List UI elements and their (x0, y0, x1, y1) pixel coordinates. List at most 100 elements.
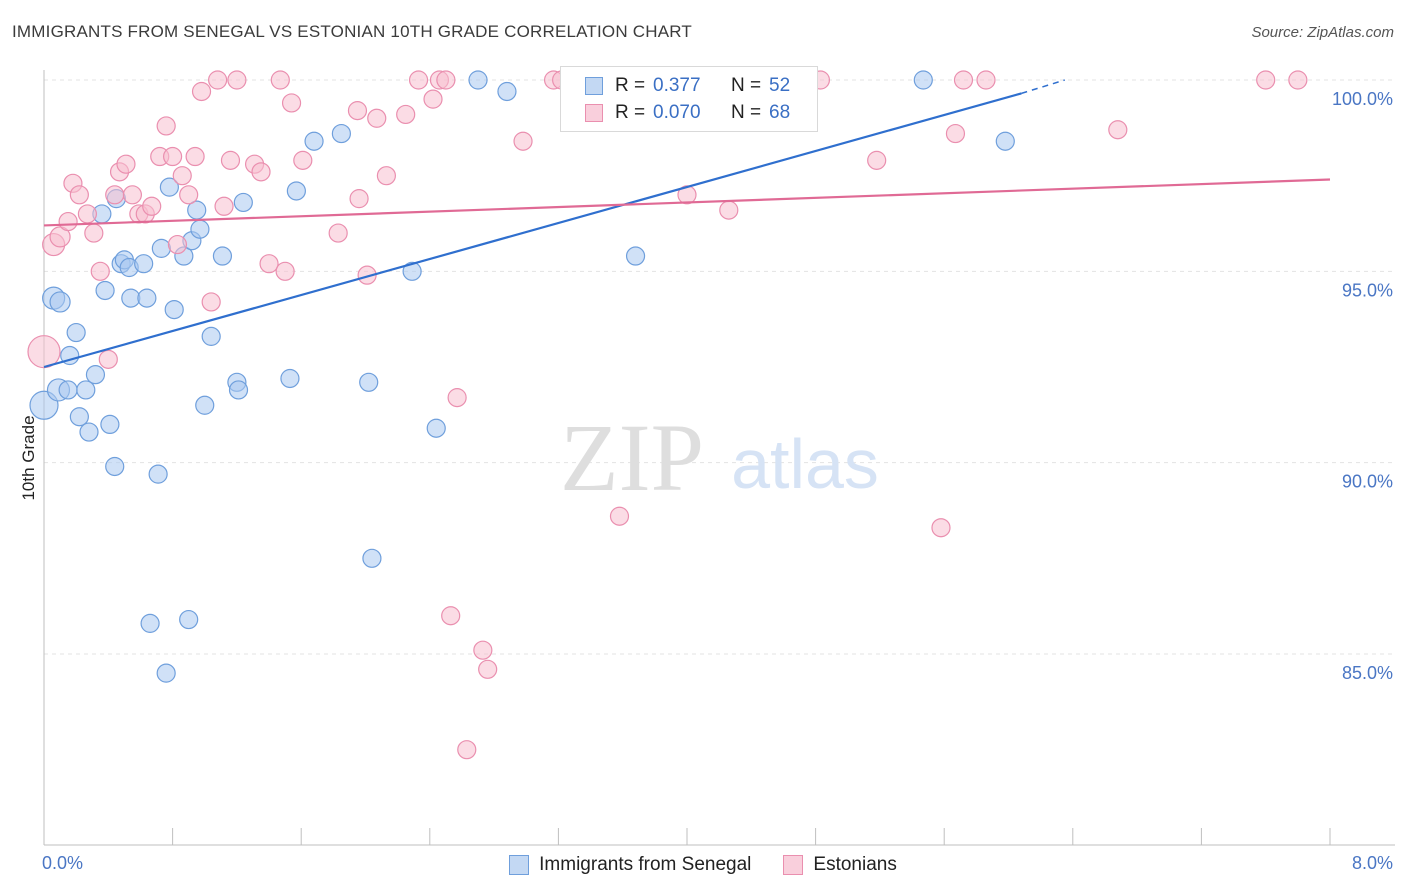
point-estonians (376, 166, 396, 186)
trend-estonians (43, 178, 1331, 227)
point-senegal (140, 613, 160, 633)
y-tick-label: 85.0% (1342, 663, 1393, 683)
point-estonians (347, 101, 368, 121)
point-estonians (214, 196, 234, 216)
point-senegal (66, 322, 86, 343)
point-estonians (441, 606, 461, 626)
point-senegal (179, 609, 199, 630)
point-senegal (426, 418, 446, 438)
point-senegal (95, 280, 115, 301)
y-tick-label: 95.0% (1342, 280, 1393, 300)
point-estonians (208, 70, 228, 90)
legend-n-label: N = (731, 102, 762, 123)
y-tick-label: 100.0% (1332, 89, 1393, 109)
point-estonians (281, 93, 302, 113)
point-senegal (233, 192, 253, 213)
point-estonians (1288, 70, 1308, 90)
point-estonians (172, 166, 192, 186)
series-legend: Immigrants from Senegal Estonians (0, 852, 1406, 878)
point-estonians (513, 131, 533, 151)
point-estonians (163, 146, 183, 167)
point-senegal (280, 368, 300, 389)
point-estonians (1108, 120, 1128, 140)
point-estonians (179, 185, 199, 205)
point-senegal (913, 70, 933, 90)
point-senegal (625, 246, 646, 266)
point-estonians (457, 740, 477, 760)
point-senegal (304, 131, 324, 151)
series-senegal-points (29, 70, 1015, 683)
point-senegal (148, 464, 168, 484)
point-estonians (105, 185, 125, 205)
point-estonians (328, 223, 348, 243)
point-estonians (58, 211, 78, 232)
point-estonians (953, 70, 974, 90)
point-senegal (49, 291, 71, 313)
point-estonians (191, 81, 212, 102)
point-estonians (227, 70, 247, 90)
point-senegal (468, 70, 488, 90)
legend-label-estonians: Estonians (813, 854, 897, 875)
point-estonians (220, 150, 241, 170)
point-senegal (286, 181, 306, 201)
legend-n-value: 68 (769, 102, 791, 123)
point-senegal (212, 246, 233, 266)
point-estonians (473, 640, 493, 660)
point-estonians (270, 70, 290, 90)
point-estonians (436, 70, 456, 90)
point-senegal (362, 548, 382, 568)
legend-swatch-senegal (509, 855, 530, 875)
point-estonians (609, 506, 630, 526)
legend-item-estonians[interactable]: Estonians (783, 854, 897, 876)
x-tick-label: 8.0% (1352, 853, 1393, 873)
point-estonians (259, 254, 279, 274)
stats-legend: R = 0.377 N = 52 R = 0.070 N = 68 (560, 66, 818, 132)
point-senegal (121, 288, 141, 308)
legend-r-value: 0.070 (653, 102, 701, 123)
point-estonians (396, 104, 416, 125)
point-estonians (84, 223, 104, 243)
legend-r-label: R = (615, 102, 646, 123)
point-senegal (995, 131, 1015, 151)
point-estonians (116, 154, 136, 174)
point-estonians (976, 70, 996, 90)
point-estonians (478, 659, 498, 679)
point-senegal (58, 380, 78, 400)
point-senegal (497, 81, 517, 102)
point-estonians (201, 292, 221, 312)
point-estonians (167, 234, 188, 255)
point-estonians (122, 185, 143, 205)
trend-lines (43, 79, 1331, 369)
point-estonians (931, 518, 951, 538)
point-senegal (190, 219, 210, 239)
watermark: ZIP atlas (560, 404, 879, 511)
point-senegal (100, 414, 120, 434)
point-senegal (228, 380, 249, 400)
trend-senegal-extension (1021, 79, 1065, 95)
point-estonians (408, 70, 429, 90)
point-senegal (151, 238, 171, 258)
point-estonians (251, 162, 271, 182)
point-senegal (156, 663, 176, 683)
point-estonians (447, 388, 467, 408)
point-senegal (134, 254, 154, 274)
chart-title: IMMIGRANTS FROM SENEGAL VS ESTONIAN 10TH… (12, 22, 692, 41)
point-estonians (142, 196, 162, 216)
point-estonians (349, 189, 369, 209)
legend-n-value: 52 (769, 75, 791, 96)
point-senegal (79, 422, 99, 442)
point-estonians (77, 204, 98, 224)
point-senegal (69, 407, 89, 427)
legend-swatch-estonians (585, 104, 603, 122)
point-estonians (49, 226, 71, 248)
x-tick-label: 0.0% (42, 853, 83, 873)
source-label: Source: ZipAtlas.com (1251, 24, 1394, 41)
legend-row-senegal: R = 0.377 N = 52 (585, 74, 790, 98)
axis-labels: 85.0% 90.0% 95.0% 100.0% 0.0% 8.0% 10th Grade (19, 89, 1393, 873)
point-senegal (359, 372, 379, 392)
point-estonians (423, 89, 443, 109)
point-estonians (1256, 70, 1276, 90)
point-estonians (367, 108, 387, 128)
legend-item-senegal[interactable]: Immigrants from Senegal (509, 854, 751, 876)
